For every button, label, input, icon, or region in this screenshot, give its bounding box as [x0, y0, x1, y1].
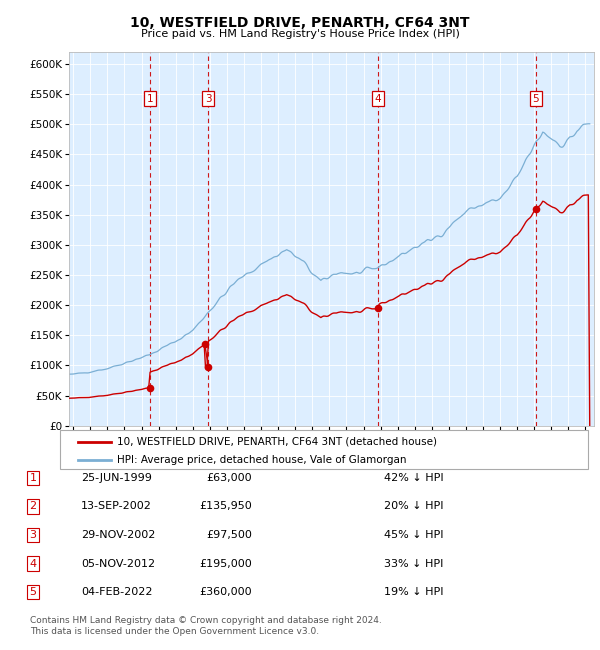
Text: £135,950: £135,950: [199, 501, 252, 512]
Text: 5: 5: [532, 94, 539, 104]
Text: Price paid vs. HM Land Registry's House Price Index (HPI): Price paid vs. HM Land Registry's House …: [140, 29, 460, 38]
Text: 33% ↓ HPI: 33% ↓ HPI: [384, 558, 443, 569]
Text: 5: 5: [29, 587, 37, 597]
Text: £97,500: £97,500: [206, 530, 252, 540]
Text: £63,000: £63,000: [206, 473, 252, 483]
Text: 45% ↓ HPI: 45% ↓ HPI: [384, 530, 443, 540]
Text: 10, WESTFIELD DRIVE, PENARTH, CF64 3NT: 10, WESTFIELD DRIVE, PENARTH, CF64 3NT: [130, 16, 470, 31]
Text: Contains HM Land Registry data © Crown copyright and database right 2024.
This d: Contains HM Land Registry data © Crown c…: [30, 616, 382, 636]
Text: £195,000: £195,000: [199, 558, 252, 569]
Text: 1: 1: [29, 473, 37, 483]
Text: 10, WESTFIELD DRIVE, PENARTH, CF64 3NT (detached house): 10, WESTFIELD DRIVE, PENARTH, CF64 3NT (…: [117, 437, 437, 447]
Text: HPI: Average price, detached house, Vale of Glamorgan: HPI: Average price, detached house, Vale…: [117, 454, 407, 465]
Text: 20% ↓ HPI: 20% ↓ HPI: [384, 501, 443, 512]
Text: 3: 3: [205, 94, 212, 104]
Text: 2: 2: [29, 501, 37, 512]
Text: 13-SEP-2002: 13-SEP-2002: [81, 501, 152, 512]
Text: £360,000: £360,000: [199, 587, 252, 597]
Text: 29-NOV-2002: 29-NOV-2002: [81, 530, 155, 540]
Text: 05-NOV-2012: 05-NOV-2012: [81, 558, 155, 569]
Text: 19% ↓ HPI: 19% ↓ HPI: [384, 587, 443, 597]
Text: 25-JUN-1999: 25-JUN-1999: [81, 473, 152, 483]
Text: 42% ↓ HPI: 42% ↓ HPI: [384, 473, 443, 483]
Text: 4: 4: [29, 558, 37, 569]
Text: 04-FEB-2022: 04-FEB-2022: [81, 587, 152, 597]
Text: 4: 4: [374, 94, 381, 104]
Text: 1: 1: [146, 94, 153, 104]
Text: 3: 3: [29, 530, 37, 540]
